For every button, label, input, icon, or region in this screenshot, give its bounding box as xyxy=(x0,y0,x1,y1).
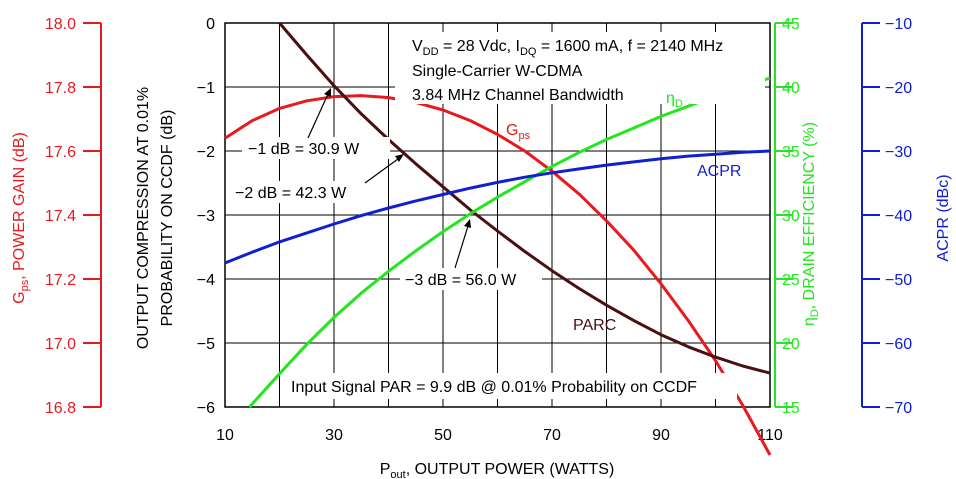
acpr-tick-label: −10 xyxy=(885,16,912,33)
acpr-tick-label: −30 xyxy=(885,144,912,161)
eff-tick-label: 25 xyxy=(782,272,800,289)
conditions-line-3: 3.84 MHz Channel Bandwidth xyxy=(412,87,624,104)
gain-tick-label: 18.0 xyxy=(45,16,76,33)
gain-tick-label: 17.4 xyxy=(45,208,76,225)
x-axis-title: Pout, OUTPUT POWER (WATTS) xyxy=(380,461,615,479)
x-tick-label: 30 xyxy=(325,427,343,444)
x-tick-label: 50 xyxy=(434,427,452,444)
parc-tick-label: −5 xyxy=(197,336,215,353)
parc-axis-title-line-1: OUTPUT COMPRESSION AT 0.01% xyxy=(135,87,152,349)
callout-1db-leader xyxy=(307,93,329,139)
input-par-note: Input Signal PAR = 9.9 dB @ 0.01% Probab… xyxy=(291,379,697,396)
acpr-axis: −10 −20 −30 −40 −50 −60 −70 xyxy=(861,16,912,417)
callout-2db-leader xyxy=(364,158,399,184)
acpr-tick-label: −40 xyxy=(885,208,912,225)
eff-tick-label: 30 xyxy=(782,208,800,225)
parc-tick-label: 0 xyxy=(206,16,215,33)
series-line-gain xyxy=(224,94,772,456)
gain-axis-title: Gps, POWER GAIN (dB) xyxy=(11,132,31,304)
gain-tick-label: 16.8 xyxy=(45,400,76,417)
x-tick-label: 90 xyxy=(652,427,670,444)
series-label-acpr: ACPR xyxy=(697,163,741,180)
callout-1db-box xyxy=(242,137,390,159)
callout-3db-arrow xyxy=(464,219,471,228)
eff-tick-label: 15 xyxy=(782,400,800,417)
gain-tick-label: 17.6 xyxy=(45,144,76,161)
callout-1db-arrow xyxy=(324,88,331,97)
eff-tick-label: 35 xyxy=(782,144,800,161)
efficiency-axis: 45 40 35 30 25 20 15 xyxy=(774,16,800,417)
acpr-tick-label: −60 xyxy=(885,336,912,353)
series-label-efficiency: ηD xyxy=(666,90,683,110)
eff-tick-label: 20 xyxy=(782,336,800,353)
x-tick-label: 10 xyxy=(216,427,234,444)
parc-tick-label: −3 xyxy=(197,208,215,225)
eff-tick-label: 40 xyxy=(782,80,800,97)
series-line-parc xyxy=(278,22,771,375)
conditions-box xyxy=(395,32,765,104)
parc-tick-label: −1 xyxy=(197,80,215,97)
callout-3db: −3 dB = 56.0 W xyxy=(405,272,517,289)
parc-tick-label: −2 xyxy=(197,144,215,161)
conditions-line-1: VDD = 28 Vdc, IDQ = 1600 mA, f = 2140 MH… xyxy=(412,38,723,58)
acpr-tick-label: −20 xyxy=(885,80,912,97)
callout-1db: −1 dB = 30.9 W xyxy=(248,141,360,158)
parc-tick-label: −4 xyxy=(197,272,215,289)
callout-2db: −2 dB = 42.3 W xyxy=(235,185,347,202)
series-group xyxy=(224,22,772,456)
callout-3db-leader xyxy=(454,225,469,269)
gain-tick-label: 17.8 xyxy=(45,80,76,97)
series-line-acpr xyxy=(224,149,771,265)
efficiency-axis-title: ηD, DRAIN EFFICIENCY (%) xyxy=(801,122,821,326)
series-label-parc: PARC xyxy=(573,317,616,334)
conditions-line-2: Single-Carrier W-CDMA xyxy=(412,63,583,80)
callout-3db-box xyxy=(400,268,542,290)
parc-tick-label: −6 xyxy=(197,400,215,417)
callout-2db-box xyxy=(230,181,378,203)
parc-axis-ticks: 0 −1 −2 −3 −4 −5 −6 xyxy=(197,16,215,417)
input-par-box xyxy=(283,373,737,399)
parc-axis-title-line-2: PROBABILITY ON CCDF (dB) xyxy=(159,110,176,327)
gain-tick-label: 17.0 xyxy=(45,336,76,353)
gain-tick-label: 17.2 xyxy=(45,272,76,289)
callout-2db-arrow xyxy=(395,154,404,162)
x-tick-label: 70 xyxy=(543,427,561,444)
series-line-eff xyxy=(248,76,771,409)
acpr-tick-label: −50 xyxy=(885,272,912,289)
gain-axis: 18.0 17.8 17.6 17.4 17.2 17.0 16.8 xyxy=(45,16,102,417)
x-axis-ticks: 10 30 50 70 90 110 xyxy=(216,427,783,444)
acpr-axis-title: ACPR (dBc) xyxy=(935,174,952,261)
x-tick-label: 110 xyxy=(757,427,783,444)
series-label-gps: Gps xyxy=(506,122,531,142)
eff-tick-label: 45 xyxy=(782,16,800,33)
acpr-tick-label: −70 xyxy=(885,400,912,417)
